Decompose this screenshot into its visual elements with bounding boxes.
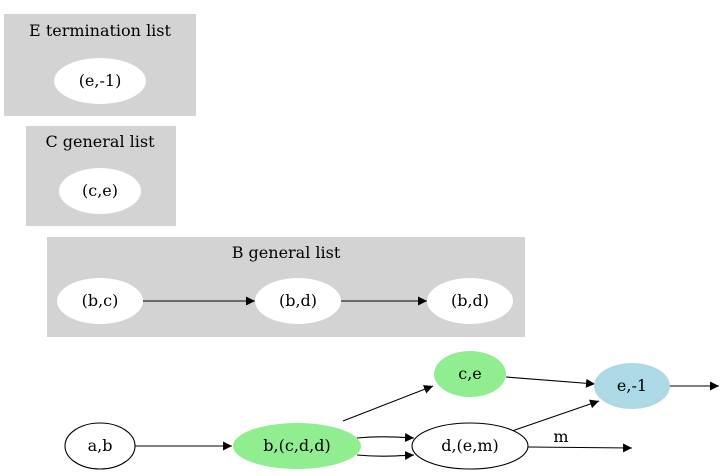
- edge-label-m: m: [553, 427, 568, 446]
- node-b-c-d-d[interactable]: b,(c,d,d): [233, 423, 361, 469]
- edge-b-c-d-d-to-d-e-m-lower: [356, 450, 415, 460]
- node-a-b-shape: [64, 422, 136, 470]
- node-b-d-list-1-label: (b,d): [279, 291, 317, 310]
- node-b-c-d-d-label: b,(c,d,d): [263, 436, 330, 455]
- edge-d-e-m-to-m: [527, 443, 633, 453]
- node-e-minus-1-list-shape: [54, 58, 146, 104]
- node-e-minus-1-list-label: (e,-1): [79, 71, 122, 90]
- node-a-b-label: a,b: [88, 436, 113, 455]
- node-e-minus-1-label: e,-1: [617, 376, 647, 395]
- edge-c-e-to-e-minus-1: [505, 376, 596, 388]
- node-c-e[interactable]: c,e: [434, 351, 506, 397]
- node-c-e-list[interactable]: (c,e): [59, 168, 141, 214]
- cluster-c-general-title: C general list: [45, 132, 155, 151]
- node-d-e-m-label: d,(e,m): [441, 436, 499, 455]
- edge-d-e-m-to-e-minus-1: [511, 399, 600, 432]
- cluster-b-general-title: B general list: [232, 243, 341, 262]
- cluster-c-general-list: C general list (c,e): [26, 126, 176, 226]
- node-b-d-list-2[interactable]: (b,d): [427, 278, 513, 324]
- cluster-e-termination-title: E termination list: [29, 21, 171, 40]
- node-b-d-list-2-label: (b,d): [451, 291, 489, 310]
- node-b-d-list-1[interactable]: (b,d): [255, 278, 341, 324]
- node-d-e-m-shape: [411, 422, 529, 470]
- edge-b-c-d-d-to-d-e-m-upper: [356, 433, 415, 443]
- node-b-d-list-2-shape: [427, 278, 513, 324]
- node-b-c-list-shape: [57, 278, 143, 324]
- node-e-minus-1-shape: [594, 363, 670, 409]
- node-b-c-list[interactable]: (b,c): [57, 278, 143, 324]
- node-b-c-d-d-shape: [233, 423, 361, 469]
- node-b-c-list-label: (b,c): [82, 291, 119, 310]
- node-e-minus-1[interactable]: e,-1: [594, 363, 670, 409]
- node-c-e-label: c,e: [458, 364, 482, 383]
- cluster-b-general-list: B general list (b,c) (b,d) (b,d): [47, 237, 525, 337]
- node-c-e-list-label: (c,e): [82, 181, 118, 200]
- node-a-b[interactable]: a,b: [64, 422, 136, 470]
- node-d-e-m[interactable]: d,(e,m): [411, 422, 529, 470]
- node-c-e-list-shape: [59, 168, 141, 214]
- node-b-d-list-1-shape: [255, 278, 341, 324]
- edge-b-c-d-d-to-c-e: [342, 385, 434, 422]
- node-e-minus-1-list[interactable]: (e,-1): [54, 58, 146, 104]
- cluster-e-termination-list: E termination list (e,-1): [4, 14, 196, 116]
- node-c-e-shape: [434, 351, 506, 397]
